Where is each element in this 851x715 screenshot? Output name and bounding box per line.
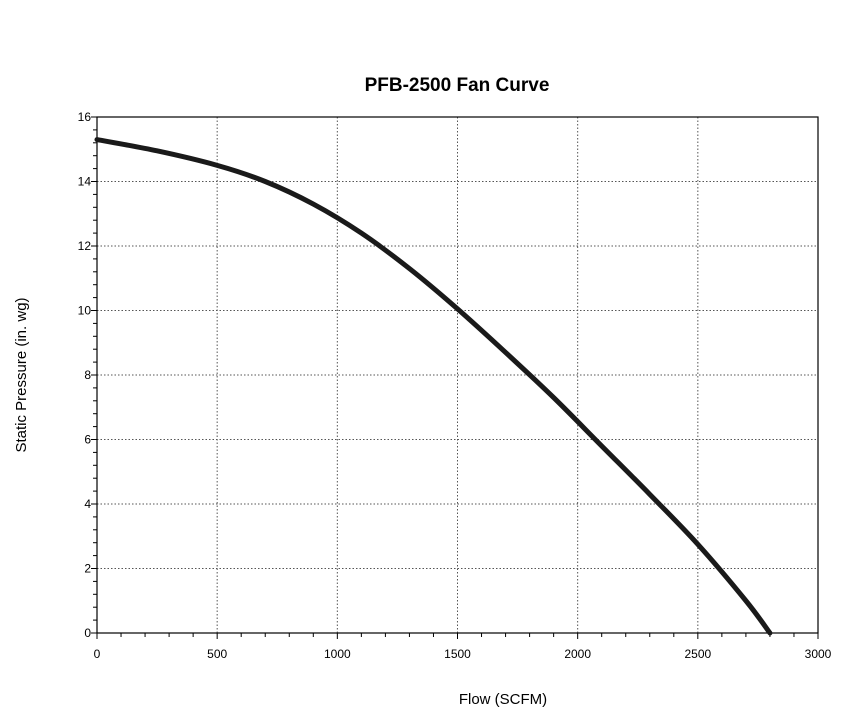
x-tick-label: 1500 (444, 647, 471, 661)
y-axis-label: Static Pressure (in. wg) (13, 297, 30, 452)
y-tick-label: 8 (84, 368, 91, 382)
tick-labels: 0 500 1000 1500 2000 2500 3000 0 2 4 6 8 10 12 14 16 (78, 110, 832, 661)
y-tick-label: 6 (84, 433, 91, 447)
x-tick-label: 0 (94, 647, 101, 661)
x-tick-label: 3000 (805, 647, 832, 661)
y-tick-label: 12 (78, 239, 92, 253)
y-tick-label: 4 (84, 497, 91, 511)
x-tick-label: 2500 (684, 647, 711, 661)
y-tick-label: 2 (84, 562, 91, 576)
y-tick-label: 0 (84, 626, 91, 640)
fan-curve-line (94, 137, 773, 636)
axis-ticks (91, 116, 819, 639)
x-axis-label: Flow (SCFM) (459, 691, 547, 708)
x-tick-label: 500 (207, 647, 227, 661)
y-tick-label: 14 (78, 175, 92, 189)
chart-title: PFB-2500 Fan Curve (365, 75, 550, 96)
y-tick-label: 16 (78, 110, 92, 124)
x-tick-label: 1000 (324, 647, 351, 661)
y-tick-label: 10 (78, 304, 92, 318)
x-tick-label: 2000 (564, 647, 591, 661)
